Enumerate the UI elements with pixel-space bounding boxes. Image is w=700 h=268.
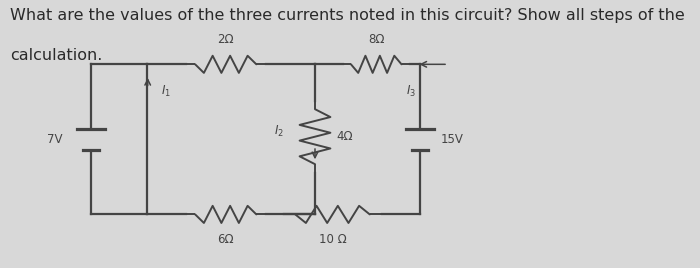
Text: 4Ω: 4Ω (336, 130, 353, 143)
Text: 7V: 7V (48, 133, 63, 146)
Text: calculation.: calculation. (10, 48, 103, 63)
Text: 8Ω: 8Ω (368, 32, 384, 46)
Text: $I_1$: $I_1$ (161, 84, 171, 99)
Text: 6Ω: 6Ω (218, 233, 234, 246)
Text: $I_2$: $I_2$ (274, 124, 284, 139)
Text: $I_3$: $I_3$ (406, 84, 416, 99)
Text: What are the values of the three currents noted in this circuit? Show all steps : What are the values of the three current… (10, 8, 685, 23)
Text: 15V: 15V (441, 133, 464, 146)
Text: 10 Ω: 10 Ω (318, 233, 346, 246)
Text: 2Ω: 2Ω (218, 32, 234, 46)
